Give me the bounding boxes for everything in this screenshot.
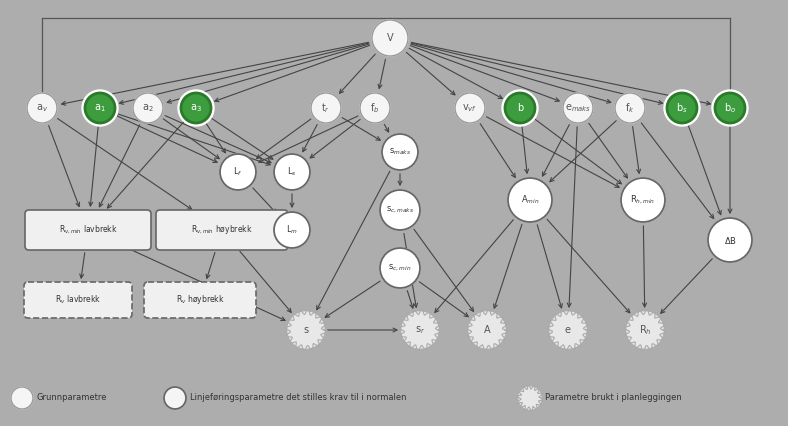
Text: Linjeføringsparametre det stilles krav til i normalen: Linjeføringsparametre det stilles krav t… [190, 394, 407, 403]
Text: Parametre brukt i planleggingen: Parametre brukt i planleggingen [545, 394, 682, 403]
Circle shape [402, 312, 438, 348]
Circle shape [455, 93, 485, 123]
Circle shape [382, 134, 418, 170]
Text: $\Delta$B: $\Delta$B [723, 234, 737, 245]
Text: a$_2$: a$_2$ [142, 102, 154, 114]
Text: A: A [484, 325, 490, 335]
Text: R$_{v, min}$ lavbrekk: R$_{v, min}$ lavbrekk [58, 224, 117, 236]
Circle shape [220, 154, 256, 190]
Text: R$_h$: R$_h$ [638, 323, 652, 337]
Text: a$_1$: a$_1$ [94, 102, 106, 114]
Text: b: b [517, 103, 523, 113]
Circle shape [667, 93, 697, 123]
Text: t$_r$: t$_r$ [322, 101, 330, 115]
Text: L$_s$: L$_s$ [287, 166, 297, 178]
Text: L$_f$: L$_f$ [233, 166, 243, 178]
Circle shape [469, 312, 505, 348]
Circle shape [372, 20, 408, 56]
Circle shape [563, 93, 593, 123]
Text: f$_k$: f$_k$ [625, 101, 635, 115]
Text: R$_{v, min}$ høybrekk: R$_{v, min}$ høybrekk [191, 224, 253, 236]
Circle shape [708, 218, 752, 262]
Circle shape [133, 93, 163, 123]
Circle shape [380, 190, 420, 230]
Circle shape [178, 90, 214, 126]
FancyBboxPatch shape [24, 282, 132, 318]
Circle shape [615, 93, 645, 123]
Text: f$_b$: f$_b$ [370, 101, 380, 115]
Circle shape [11, 387, 33, 409]
FancyBboxPatch shape [144, 282, 256, 318]
Text: e$_{maks}$: e$_{maks}$ [565, 102, 591, 114]
FancyBboxPatch shape [25, 210, 151, 250]
Text: s: s [303, 325, 309, 335]
Circle shape [715, 93, 745, 123]
Circle shape [627, 312, 663, 348]
Circle shape [82, 90, 118, 126]
Circle shape [274, 212, 310, 248]
FancyBboxPatch shape [156, 210, 288, 250]
Text: V: V [387, 33, 393, 43]
Circle shape [288, 312, 324, 348]
Text: s$_{maks}$: s$_{maks}$ [389, 147, 411, 157]
Text: e: e [565, 325, 571, 335]
Text: a$_v$: a$_v$ [36, 102, 48, 114]
Circle shape [164, 387, 186, 409]
Text: Grunnparametre: Grunnparametre [37, 394, 107, 403]
Circle shape [621, 178, 665, 222]
Circle shape [27, 93, 57, 123]
Circle shape [181, 93, 211, 123]
Circle shape [311, 93, 341, 123]
Circle shape [519, 387, 541, 409]
Text: b$_s$: b$_s$ [676, 101, 688, 115]
Circle shape [502, 90, 538, 126]
Text: A$_{min}$: A$_{min}$ [521, 194, 539, 206]
Circle shape [85, 93, 115, 123]
Circle shape [274, 154, 310, 190]
Text: R$_v$ høybrekk: R$_v$ høybrekk [176, 294, 225, 306]
Text: s$_r$: s$_r$ [414, 324, 426, 336]
Circle shape [508, 178, 552, 222]
Text: R$_v$ lavbrekk: R$_v$ lavbrekk [55, 294, 101, 306]
Circle shape [380, 248, 420, 288]
Circle shape [550, 312, 586, 348]
Text: L$_m$: L$_m$ [286, 224, 298, 236]
Text: b$_o$: b$_o$ [724, 101, 736, 115]
Circle shape [360, 93, 390, 123]
Text: R$_{h,min}$: R$_{h,min}$ [630, 194, 656, 206]
Circle shape [664, 90, 700, 126]
Circle shape [505, 93, 535, 123]
Text: s$_{c, maks}$: s$_{c, maks}$ [386, 205, 414, 215]
Text: v$_{vf}$: v$_{vf}$ [463, 102, 478, 114]
Circle shape [712, 90, 748, 126]
Text: s$_{c, min}$: s$_{c, min}$ [388, 263, 411, 273]
Text: a$_3$: a$_3$ [190, 102, 202, 114]
